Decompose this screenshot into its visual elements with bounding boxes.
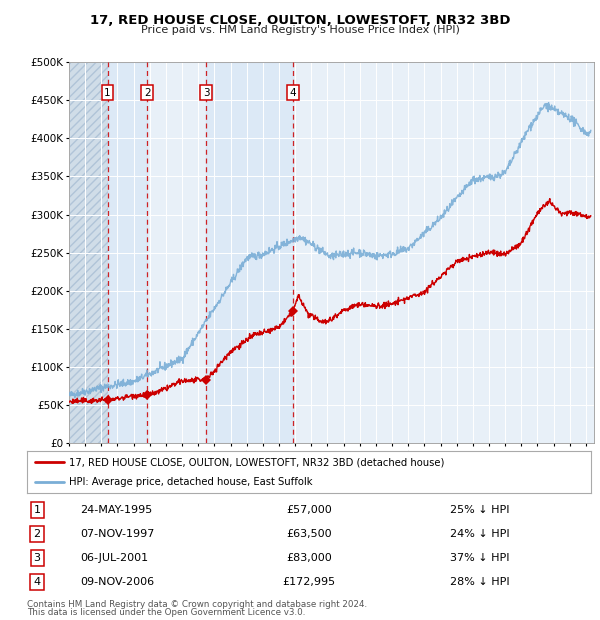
Text: £83,000: £83,000 [286,553,332,563]
Text: 1: 1 [34,505,41,515]
Text: £172,995: £172,995 [283,577,335,587]
Text: 2: 2 [144,87,151,97]
Text: Price paid vs. HM Land Registry's House Price Index (HPI): Price paid vs. HM Land Registry's House … [140,25,460,35]
Text: 4: 4 [290,87,296,97]
Text: 37% ↓ HPI: 37% ↓ HPI [450,553,509,563]
Text: 07-NOV-1997: 07-NOV-1997 [80,529,155,539]
Text: 25% ↓ HPI: 25% ↓ HPI [450,505,509,515]
Text: 3: 3 [203,87,210,97]
Text: 17, RED HOUSE CLOSE, OULTON, LOWESTOFT, NR32 3BD: 17, RED HOUSE CLOSE, OULTON, LOWESTOFT, … [90,14,510,27]
Text: Contains HM Land Registry data © Crown copyright and database right 2024.: Contains HM Land Registry data © Crown c… [27,600,367,609]
Text: 28% ↓ HPI: 28% ↓ HPI [450,577,509,587]
Text: 24-MAY-1995: 24-MAY-1995 [80,505,153,515]
Text: 2: 2 [34,529,41,539]
Bar [69,62,107,443]
Text: £63,500: £63,500 [286,529,332,539]
Bar [107,62,147,443]
Text: 09-NOV-2006: 09-NOV-2006 [80,577,155,587]
Text: £57,000: £57,000 [286,505,332,515]
Text: 24% ↓ HPI: 24% ↓ HPI [450,529,509,539]
Bar [206,62,293,443]
Text: 17, RED HOUSE CLOSE, OULTON, LOWESTOFT, NR32 3BD (detached house): 17, RED HOUSE CLOSE, OULTON, LOWESTOFT, … [70,457,445,467]
Text: 06-JUL-2001: 06-JUL-2001 [80,553,149,563]
Text: 4: 4 [34,577,41,587]
Text: This data is licensed under the Open Government Licence v3.0.: This data is licensed under the Open Gov… [27,608,305,617]
Text: 3: 3 [34,553,41,563]
Text: HPI: Average price, detached house, East Suffolk: HPI: Average price, detached house, East… [70,477,313,487]
Text: 1: 1 [104,87,111,97]
